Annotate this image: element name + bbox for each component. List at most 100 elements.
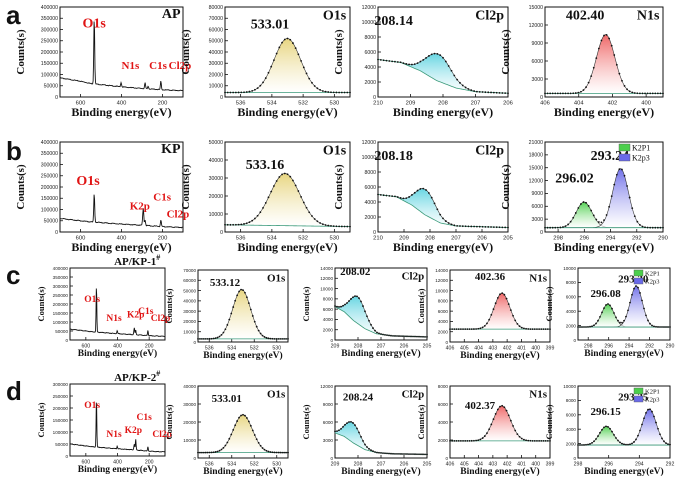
data-point — [256, 87, 259, 89]
data-point — [593, 324, 595, 327]
data-point — [623, 443, 625, 446]
data-point — [394, 60, 396, 63]
data-point — [509, 419, 512, 422]
chart-a2: 0 10000 20000 30000 40000 50000 60000 70000 8000… — [180, 5, 351, 119]
data-point — [385, 194, 388, 197]
peak-component-fill — [450, 293, 550, 330]
data-point — [476, 225, 478, 228]
data-point — [501, 292, 504, 295]
chart-b4: 0 3000 6000 9000 12000 15000 18000 21000 298 296 2… — [500, 140, 668, 254]
data-point — [621, 168, 623, 171]
data-point — [289, 38, 292, 41]
data-point — [422, 59, 425, 61]
data-point — [659, 226, 662, 229]
data-point — [628, 90, 631, 93]
survey-line — [69, 288, 166, 337]
data-point — [267, 196, 270, 199]
data-point — [649, 408, 651, 411]
data-point — [587, 443, 589, 446]
data-point — [208, 337, 211, 340]
data-point — [641, 299, 643, 302]
data-point — [583, 444, 585, 446]
x-axis-label: Binding energy(eV) — [78, 464, 157, 475]
data-point — [348, 421, 350, 423]
data-point — [275, 180, 278, 182]
data-point — [422, 453, 424, 456]
data-point — [531, 328, 534, 331]
data-point — [378, 332, 380, 335]
data-point — [577, 326, 579, 328]
x-tick-label: 600 — [82, 460, 91, 466]
data-point — [595, 322, 597, 325]
y-tick-label: 10000 — [320, 286, 333, 291]
data-point — [468, 439, 471, 442]
data-point — [406, 335, 408, 338]
element-label: Cl2p — [169, 60, 192, 72]
peak-component-fill — [578, 304, 670, 328]
data-point — [523, 438, 525, 441]
x-tick-label: 210 — [373, 236, 383, 242]
y-tick-label: 250000 — [41, 39, 58, 45]
data-point — [382, 59, 385, 62]
data-point — [344, 303, 346, 306]
y-tick-label: 6000 — [323, 307, 334, 312]
data-point — [204, 451, 207, 454]
data-point — [354, 295, 356, 298]
data-point — [494, 412, 497, 415]
data-point — [242, 413, 244, 416]
data-point — [350, 420, 352, 423]
y-tick-label: 50000 — [183, 288, 196, 293]
data-point — [378, 451, 380, 454]
data-point — [313, 85, 316, 87]
data-point — [237, 91, 240, 94]
data-point — [520, 326, 523, 329]
data-point — [368, 447, 370, 450]
data-point — [618, 72, 621, 75]
data-point — [380, 333, 382, 335]
data-point — [392, 452, 394, 455]
data-point — [451, 328, 454, 331]
data-point — [505, 297, 508, 300]
data-point — [581, 326, 583, 328]
x-tick-label: 536 — [236, 101, 246, 107]
data-point — [507, 92, 509, 95]
data-point — [504, 226, 507, 229]
data-point — [391, 60, 394, 63]
y-tick-label: 400000 — [41, 5, 58, 11]
y-axis-label: Counts(s) — [36, 286, 46, 321]
data-point — [636, 220, 639, 223]
chart-d1: 0 50000 100000 150000 200000 250000 300000 600 4… — [36, 369, 172, 475]
y-tick-label: 400000 — [41, 140, 58, 146]
peak-component-fill — [545, 34, 663, 94]
data-point — [352, 296, 354, 299]
y-tick-label: 100000 — [53, 320, 69, 325]
data-point — [419, 188, 422, 190]
data-point — [247, 420, 250, 423]
x-tick-label: 209 — [331, 344, 340, 350]
data-point — [462, 440, 464, 442]
data-point — [439, 54, 442, 57]
background-line — [224, 224, 351, 227]
data-point — [610, 44, 613, 47]
data-point — [340, 427, 342, 430]
data-point — [408, 63, 410, 66]
y-tick-label: 100000 — [41, 207, 58, 213]
data-point — [647, 408, 649, 411]
data-point — [623, 85, 626, 87]
y-tick-label: 0 — [65, 338, 68, 343]
data-point — [332, 225, 335, 228]
legend-swatch — [633, 395, 644, 403]
data-point — [216, 450, 219, 453]
data-point — [197, 451, 199, 454]
data-point — [477, 439, 480, 442]
element-label: K2p — [130, 201, 150, 213]
data-point — [503, 293, 506, 296]
x-axis-label: Binding energy(eV) — [584, 466, 663, 477]
element-label: O1s — [76, 174, 100, 189]
x-tick-label: 536 — [205, 462, 214, 468]
data-point — [406, 453, 408, 455]
data-point — [453, 74, 456, 77]
y-axis-label: Counts(s) — [15, 29, 27, 75]
data-point — [243, 91, 245, 94]
data-point — [388, 194, 391, 197]
